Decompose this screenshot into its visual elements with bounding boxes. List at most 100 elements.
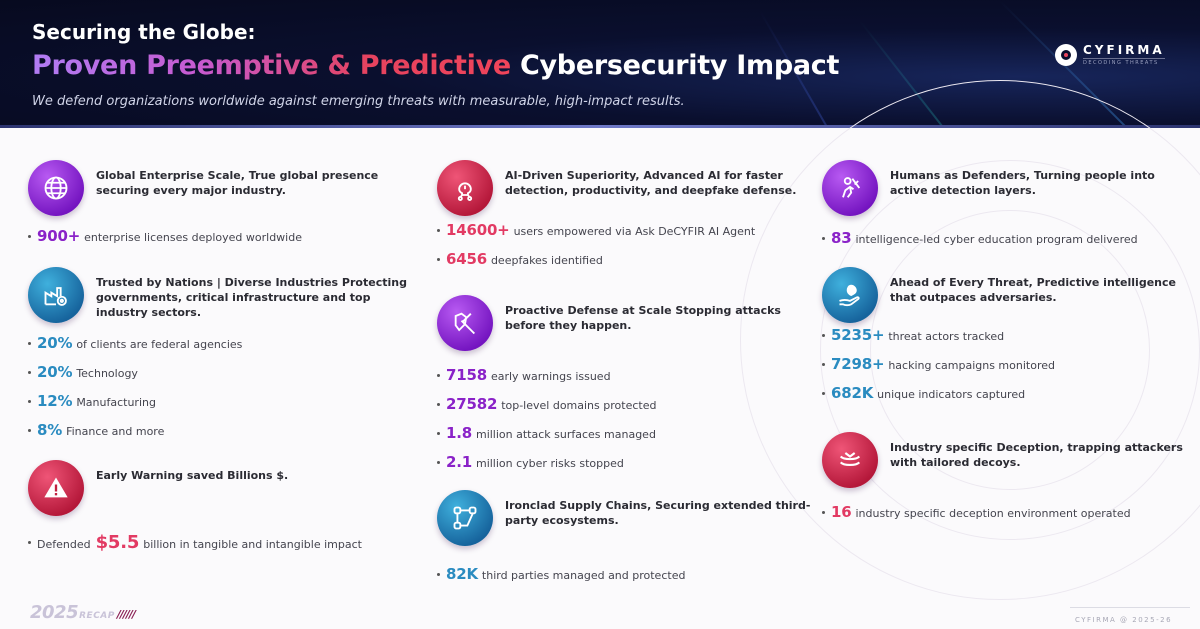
stat-value: 27582 [446, 395, 498, 413]
stat-value: 6456 [446, 250, 487, 268]
stat-item: 6456 deepfakes identified [437, 245, 817, 274]
card-ahead-of-threat: Ahead of Every Threat, Predictive intell… [822, 267, 1192, 408]
stat-value: 7298+ [831, 355, 885, 373]
recap-badge: 2025RECAP////// [30, 602, 136, 623]
card-title: Industry specific Deception, trapping at… [890, 441, 1183, 469]
stat-label: million cyber risks stopped [475, 457, 624, 470]
stat-label: enterprise licenses deployed worldwide [84, 231, 302, 244]
stat-label: Manufacturing [76, 396, 156, 409]
stat-item: 7298+ hacking campaigns monitored [822, 350, 1192, 379]
stat-value: $5.5 [95, 532, 140, 553]
stat-value: 14600+ [446, 221, 510, 239]
stat-value: 83 [831, 229, 852, 247]
stat-label: hacking campaigns monitored [888, 359, 1055, 372]
stat-item: Defended $5.5 billion in tangible and inta… [28, 528, 362, 557]
stat-label: third parties managed and protected [481, 569, 686, 582]
factory-gear-icon [28, 267, 84, 323]
stat-label: top-level domains protected [501, 399, 657, 412]
card-early-warning: Early Warning saved Billions $. Defended… [28, 460, 362, 557]
header-divider [0, 125, 1200, 128]
stat-label: unique indicators captured [877, 388, 1026, 401]
stat-label: billion in tangible and intangible impac… [143, 538, 362, 551]
card-title: Proactive Defense at Scale Stopping atta… [505, 304, 781, 332]
title-highlight: Proven Preemptive & Predictive [32, 50, 511, 81]
recap-year: 2025 [30, 602, 79, 623]
stat-item: 8% Finance and more [28, 416, 418, 445]
stat-label: threat actors tracked [888, 330, 1005, 343]
stat-value: 2.1 [446, 453, 472, 471]
hand-insight-icon [822, 267, 878, 323]
decorative-streak [859, 20, 997, 128]
stat-label: intelligence-led cyber education program… [855, 233, 1138, 246]
card-supply-chains: Ironclad Supply Chains, Securing extende… [437, 490, 817, 589]
card-title: Trusted by Nations | Diverse Industries … [96, 276, 407, 319]
footer-divider [1070, 607, 1190, 608]
card-title: AI-Driven Superiority, Advanced AI for f… [505, 169, 797, 197]
stat-label: of clients are federal agencies [76, 338, 243, 351]
title-rest: Cybersecurity Impact [519, 50, 840, 81]
card-title: Humans as Defenders, Turning people into… [890, 169, 1155, 197]
stat-label: early warnings issued [490, 370, 611, 383]
card-humans-defenders: Humans as Defenders, Turning people into… [822, 160, 1192, 253]
stat-item: 5235+ threat actors tracked [822, 321, 1192, 350]
subtitle: We defend organizations worldwide agains… [32, 94, 685, 109]
ai-brain-icon [437, 160, 493, 216]
stat-value: 900+ [37, 227, 81, 245]
stat-value: 1.8 [446, 424, 472, 442]
stat-label: industry specific deception environment … [855, 507, 1131, 520]
stat-item: 12% Manufacturing [28, 387, 418, 416]
card-title: Ironclad Supply Chains, Securing extende… [505, 499, 811, 527]
stat-item: 7158 early warnings issued [437, 361, 817, 390]
stat-item: 2.1 million cyber risks stopped [437, 448, 817, 477]
stat-value: 682K [831, 384, 874, 402]
stat-item: 900+ enterprise licenses deployed worldwi… [28, 222, 418, 251]
shield-sword-icon [437, 295, 493, 351]
title-line-1: Securing the Globe: [32, 20, 256, 44]
card-trusted-by-nations: Trusted by Nations | Diverse Industries … [28, 267, 418, 445]
stat-prefix: Defended [37, 538, 91, 551]
stat-value: 20% [37, 334, 73, 352]
network-nodes-icon [437, 490, 493, 546]
trap-decoy-icon [822, 432, 878, 488]
stat-item: 83 intelligence-led cyber education progr… [822, 224, 1192, 253]
stat-label: users empowered via Ask DeCYFIR AI Agent [513, 225, 756, 238]
logo-name: CYFIRMA [1083, 43, 1165, 57]
stat-value: 82K [446, 565, 478, 583]
stat-item: 14600+ users empowered via Ask DeCYFIR AI… [437, 216, 817, 245]
stat-value: 5235+ [831, 326, 885, 344]
recap-slashes: ////// [116, 608, 136, 621]
card-global-scale: Global Enterprise Scale, True global pre… [28, 160, 418, 251]
stat-value: 7158 [446, 366, 487, 384]
title-line-2: Proven Preemptive & Predictive Cybersecu… [32, 50, 839, 81]
stat-item: 20% of clients are federal agencies [28, 329, 418, 358]
stat-value: 20% [37, 363, 73, 381]
stat-value: 12% [37, 392, 73, 410]
stat-value: 16 [831, 503, 852, 521]
logo-mark-icon [1055, 43, 1077, 66]
cyfirma-logo: CYFIRMA DECODING THREATS [1055, 43, 1165, 66]
card-proactive-defense: Proactive Defense at Scale Stopping atta… [437, 295, 817, 477]
stat-item: 20% Technology [28, 358, 418, 387]
copyright: CYFIRMA @ 2025-26 [1075, 616, 1173, 624]
stat-label: Finance and more [66, 425, 165, 438]
stat-value: 8% [37, 421, 63, 439]
warning-icon [28, 460, 84, 516]
stat-item: 82K third parties managed and protected [437, 560, 817, 589]
recap-label: RECAP [79, 611, 115, 621]
header-banner: Securing the Globe: Proven Preemptive & … [0, 0, 1200, 128]
stat-item: 1.8 million attack surfaces managed [437, 419, 817, 448]
stat-item: 27582 top-level domains protected [437, 390, 817, 419]
card-ai-driven: AI-Driven Superiority, Advanced AI for f… [437, 160, 817, 274]
stat-item: 16 industry specific deception environmen… [822, 498, 1192, 527]
card-title: Ahead of Every Threat, Predictive intell… [890, 276, 1176, 304]
stat-label: Technology [76, 367, 138, 380]
card-title: Early Warning saved Billions $. [96, 469, 289, 482]
card-deception: Industry specific Deception, trapping at… [822, 432, 1192, 527]
stat-item: 682K unique indicators captured [822, 379, 1192, 408]
globe-icon [28, 160, 84, 216]
stat-label: deepfakes identified [490, 254, 603, 267]
stat-label: million attack surfaces managed [475, 428, 656, 441]
logo-tagline: DECODING THREATS [1083, 58, 1165, 66]
card-title: Global Enterprise Scale, True global pre… [96, 169, 379, 197]
defender-person-icon [822, 160, 878, 216]
